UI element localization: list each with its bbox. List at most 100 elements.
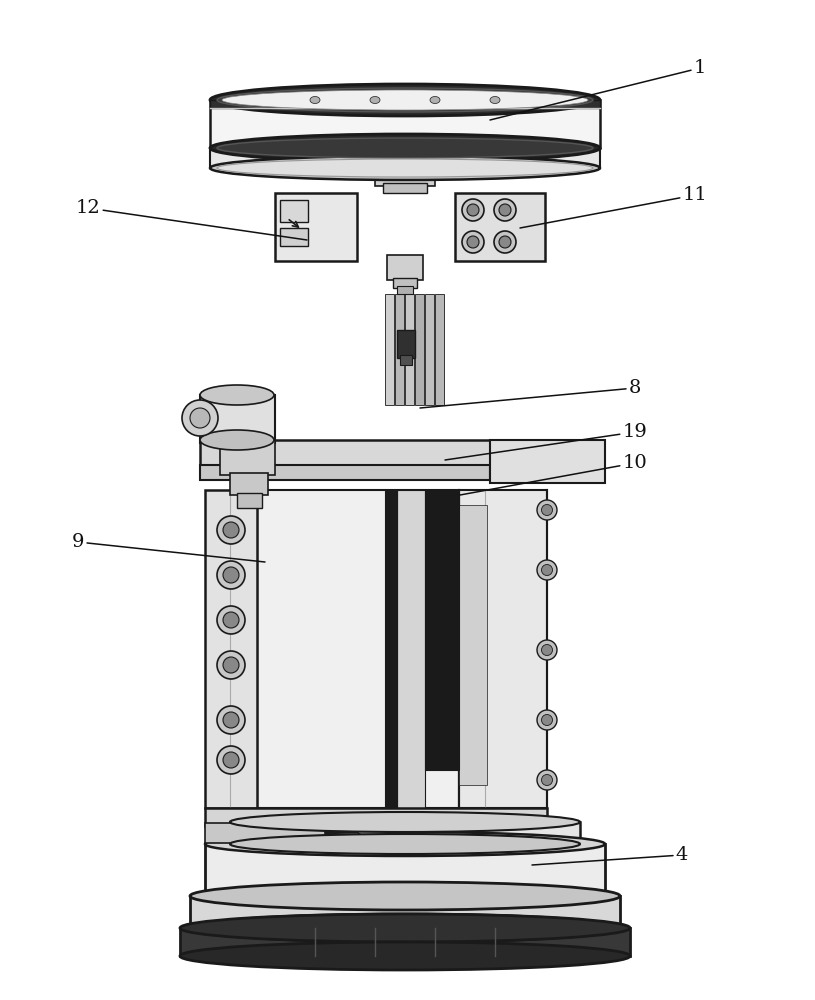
Ellipse shape xyxy=(205,832,605,856)
Bar xyxy=(200,395,275,443)
Text: 10: 10 xyxy=(460,454,647,495)
Bar xyxy=(459,490,547,808)
Text: 8: 8 xyxy=(420,379,641,408)
Ellipse shape xyxy=(223,712,239,728)
Bar xyxy=(425,294,434,405)
Bar xyxy=(400,355,412,365)
Ellipse shape xyxy=(222,90,588,110)
Ellipse shape xyxy=(370,97,380,104)
Bar xyxy=(405,294,414,405)
Ellipse shape xyxy=(223,567,239,583)
Bar xyxy=(397,330,415,358)
Bar xyxy=(190,896,620,928)
Ellipse shape xyxy=(223,752,239,768)
Ellipse shape xyxy=(537,640,557,660)
Ellipse shape xyxy=(205,884,605,908)
Bar xyxy=(459,505,487,785)
Bar xyxy=(180,928,630,956)
Ellipse shape xyxy=(494,231,516,253)
Ellipse shape xyxy=(217,706,245,734)
Bar xyxy=(205,808,547,826)
Ellipse shape xyxy=(499,236,511,248)
Bar xyxy=(393,278,417,288)
Bar xyxy=(275,193,357,261)
Text: 1: 1 xyxy=(490,59,706,120)
Text: 19: 19 xyxy=(445,423,647,460)
Bar xyxy=(230,822,580,844)
Bar xyxy=(257,490,459,808)
Ellipse shape xyxy=(462,199,484,221)
Ellipse shape xyxy=(541,774,553,786)
Bar xyxy=(280,200,308,222)
Ellipse shape xyxy=(537,560,557,580)
Bar xyxy=(205,844,605,896)
Ellipse shape xyxy=(217,159,593,177)
Ellipse shape xyxy=(541,504,553,516)
Ellipse shape xyxy=(217,746,245,774)
Bar xyxy=(415,294,424,405)
Ellipse shape xyxy=(430,97,440,104)
Ellipse shape xyxy=(230,834,580,854)
Ellipse shape xyxy=(541,645,553,656)
Ellipse shape xyxy=(217,651,245,679)
Ellipse shape xyxy=(499,204,511,216)
Ellipse shape xyxy=(467,204,479,216)
Ellipse shape xyxy=(541,714,553,726)
Ellipse shape xyxy=(537,710,557,730)
Ellipse shape xyxy=(537,770,557,790)
Ellipse shape xyxy=(182,400,218,436)
Bar xyxy=(395,294,404,405)
Ellipse shape xyxy=(354,814,398,838)
Bar xyxy=(397,490,425,808)
Bar xyxy=(210,100,600,108)
Bar xyxy=(210,148,600,168)
Ellipse shape xyxy=(180,914,630,942)
Ellipse shape xyxy=(210,134,600,162)
Text: 4: 4 xyxy=(532,846,688,865)
Bar xyxy=(237,493,262,508)
Bar xyxy=(280,228,308,246)
Bar xyxy=(435,294,444,405)
Ellipse shape xyxy=(494,199,516,221)
Ellipse shape xyxy=(200,385,274,405)
Ellipse shape xyxy=(190,914,620,942)
Ellipse shape xyxy=(217,88,593,112)
Ellipse shape xyxy=(310,97,320,104)
Bar xyxy=(220,440,275,475)
Ellipse shape xyxy=(217,606,245,634)
Ellipse shape xyxy=(230,812,580,832)
Ellipse shape xyxy=(180,942,630,970)
Ellipse shape xyxy=(541,564,553,576)
Ellipse shape xyxy=(210,84,600,116)
Bar xyxy=(383,183,427,193)
Ellipse shape xyxy=(190,408,210,428)
Ellipse shape xyxy=(200,430,274,450)
Bar xyxy=(425,490,459,770)
Bar xyxy=(387,255,423,280)
Bar xyxy=(385,294,394,405)
Ellipse shape xyxy=(462,231,484,253)
Bar xyxy=(210,100,600,148)
Text: 9: 9 xyxy=(72,533,265,562)
Bar xyxy=(375,168,435,186)
Text: 12: 12 xyxy=(76,199,307,240)
Ellipse shape xyxy=(223,657,239,673)
Ellipse shape xyxy=(217,561,245,589)
Text: 11: 11 xyxy=(520,186,707,228)
Ellipse shape xyxy=(223,612,239,628)
Bar xyxy=(200,440,490,468)
Bar xyxy=(205,490,257,808)
Ellipse shape xyxy=(217,138,593,158)
Ellipse shape xyxy=(490,97,500,104)
Bar xyxy=(397,286,413,294)
Ellipse shape xyxy=(210,156,600,180)
Bar xyxy=(200,465,490,480)
Bar xyxy=(205,823,325,843)
Bar xyxy=(385,490,397,808)
Ellipse shape xyxy=(467,236,479,248)
Ellipse shape xyxy=(223,522,239,538)
Ellipse shape xyxy=(190,882,620,910)
Ellipse shape xyxy=(537,500,557,520)
Ellipse shape xyxy=(217,516,245,544)
Bar xyxy=(230,473,268,495)
